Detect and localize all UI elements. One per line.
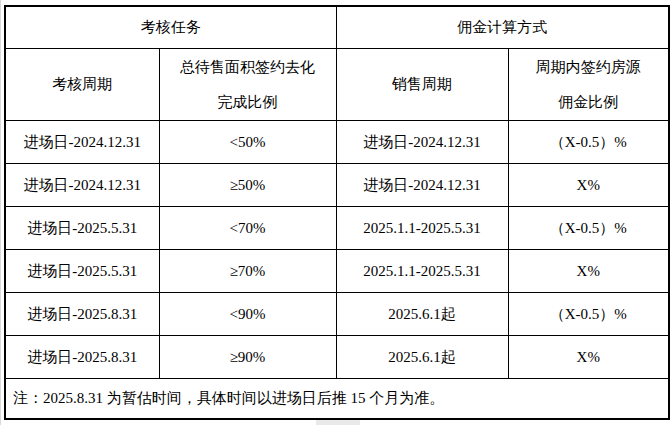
commission-assessment-table: 考核任务 佣金计算方式 考核周期 总待售面积签约去化 完成比例 销售周期 周期内… [4,5,670,420]
column-header-completion-ratio: 总待售面积签约去化 完成比例 [159,49,336,121]
cell-assessment-period: 进场日-2025.5.31 [5,207,159,250]
cell-assessment-period: 进场日-2025.8.31 [5,293,159,336]
column-header-text-line1: 周期内签约房源 [509,50,669,85]
column-header-text-line1: 总待售面积签约去化 [160,50,336,85]
table-row: 进场日-2024.12.31 <50% 进场日-2024.12.31 （X-0.… [5,121,669,164]
note-row: 注：2025.8.31 为暂估时间，具体时间以进场日后推 15 个月为准。 [5,379,669,420]
table-row: 进场日-2025.8.31 ≥90% 2025.6.1起 X% [5,336,669,379]
cell-completion-ratio: <90% [159,293,336,336]
horizontal-scrollbar-thumb[interactable] [316,420,360,425]
column-header-text-line2: 佣金比例 [509,85,669,120]
page-edge-line [0,0,1,425]
table-note: 注：2025.8.31 为暂估时间，具体时间以进场日后推 15 个月为准。 [5,379,669,420]
group-header-row: 考核任务 佣金计算方式 [5,6,669,49]
cell-sales-period: 2025.6.1起 [336,293,508,336]
cell-completion-ratio: <70% [159,207,336,250]
column-header-commission-rate: 周期内签约房源 佣金比例 [508,49,669,121]
cell-commission-rate: X% [508,250,669,293]
cell-completion-ratio: <50% [159,121,336,164]
table-row: 进场日-2024.12.31 ≥50% 进场日-2024.12.31 X% [5,164,669,207]
cell-completion-ratio: ≥70% [159,250,336,293]
cell-sales-period: 进场日-2024.12.31 [336,121,508,164]
column-header-text: 考核周期 [6,67,159,102]
column-header-text-line2: 完成比例 [160,85,336,120]
cell-completion-ratio: ≥50% [159,164,336,207]
cell-sales-period: 2025.6.1起 [336,336,508,379]
cell-assessment-period: 进场日-2024.12.31 [5,121,159,164]
group-header-assessment-task: 考核任务 [5,6,336,49]
cell-commission-rate: （X-0.5）% [508,207,669,250]
cell-commission-rate: （X-0.5）% [508,293,669,336]
document-page: { "colors": { "border": "#000000", "back… [0,0,672,425]
cell-commission-rate: X% [508,164,669,207]
cell-assessment-period: 进场日-2025.5.31 [5,250,159,293]
cell-commission-rate: X% [508,336,669,379]
group-header-commission-method: 佣金计算方式 [336,6,669,49]
cell-assessment-period: 进场日-2024.12.31 [5,164,159,207]
table-row: 进场日-2025.8.31 <90% 2025.6.1起 （X-0.5）% [5,293,669,336]
cell-commission-rate: （X-0.5）% [508,121,669,164]
table-row: 进场日-2025.5.31 <70% 2025.1.1-2025.5.31 （X… [5,207,669,250]
column-header-row: 考核周期 总待售面积签约去化 完成比例 销售周期 周期内签约房源 佣金比例 [5,49,669,121]
cell-assessment-period: 进场日-2025.8.31 [5,336,159,379]
cell-sales-period: 2025.1.1-2025.5.31 [336,250,508,293]
cell-sales-period: 进场日-2024.12.31 [336,164,508,207]
cell-completion-ratio: ≥90% [159,336,336,379]
table-row: 进场日-2025.5.31 ≥70% 2025.1.1-2025.5.31 X% [5,250,669,293]
column-header-sales-period: 销售周期 [336,49,508,121]
column-header-assessment-period: 考核周期 [5,49,159,121]
column-header-text: 销售周期 [337,67,508,102]
cell-sales-period: 2025.1.1-2025.5.31 [336,207,508,250]
